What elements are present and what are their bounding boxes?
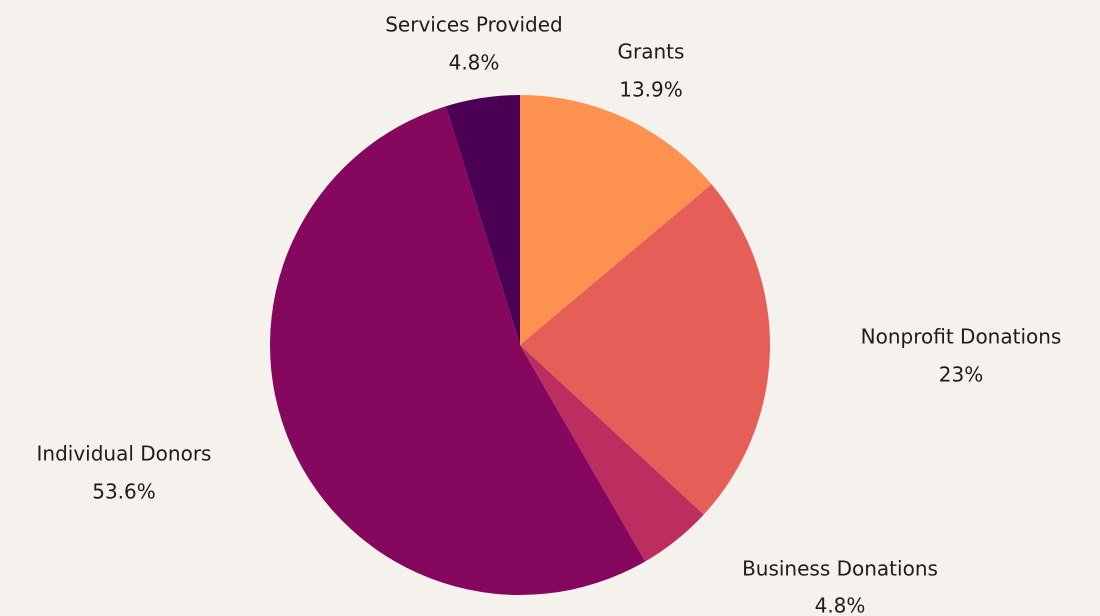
slice-grants <box>520 95 712 345</box>
slice-value-individual-donors: 53.6% <box>92 480 156 504</box>
slice-value-nonprofit-donations: 23% <box>939 363 983 387</box>
pie-labels: Grants 13.9% Nonprofit Donations 23% Busines… <box>37 13 1062 616</box>
slice-label-services-provided: Services Provided <box>385 13 563 37</box>
slice-individual-donors <box>270 106 646 595</box>
slice-value-services-provided: 4.8% <box>449 51 500 75</box>
slice-value-grants: 13.9% <box>619 78 683 102</box>
pie-slices <box>270 95 770 595</box>
slice-label-individual-donors: Individual Donors <box>37 442 212 466</box>
slice-services-provided <box>445 95 520 345</box>
slice-nonprofit-donations <box>520 184 770 515</box>
slice-label-business-donations: Business Donations <box>742 557 938 581</box>
slice-value-business-donations: 4.8% <box>815 594 866 616</box>
slice-label-nonprofit-donations: Nonprofit Donations <box>861 325 1062 349</box>
slice-label-grants: Grants <box>618 40 685 64</box>
slice-business-donations <box>520 345 704 562</box>
